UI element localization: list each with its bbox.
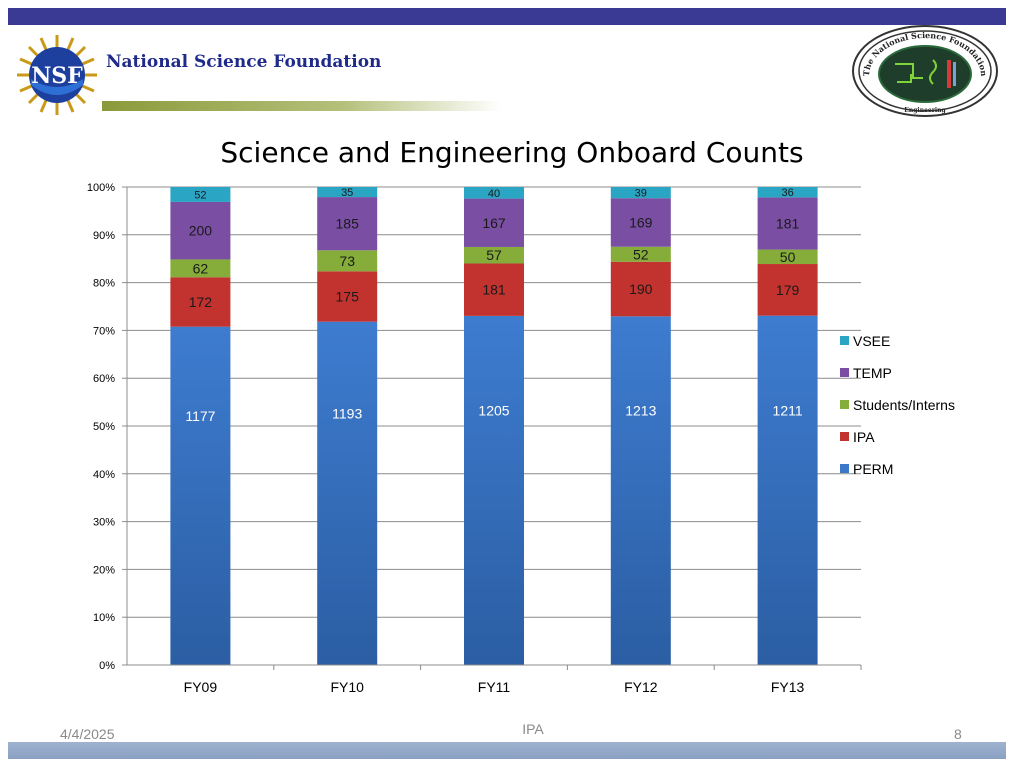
data-label: 57 xyxy=(486,247,502,263)
data-label: 52 xyxy=(194,189,206,201)
data-label: 52 xyxy=(633,246,649,262)
bar-segment-vsee xyxy=(757,187,818,198)
chart-title: Science and Engineering Onboard Counts xyxy=(220,136,804,169)
data-label: 190 xyxy=(629,281,653,297)
bar-segment-vsee xyxy=(170,187,231,202)
y-tick-label: 20% xyxy=(93,564,115,576)
legend-swatch xyxy=(840,368,849,377)
data-label: 169 xyxy=(629,214,653,230)
data-label: 1193 xyxy=(332,405,362,421)
legend-swatch xyxy=(840,336,849,345)
bar-segment-perm xyxy=(170,326,231,665)
data-label: 167 xyxy=(482,215,506,231)
bar-segment-ipa xyxy=(170,277,231,327)
footer-date: 4/4/2025 xyxy=(60,726,115,742)
x-tick-label: FY13 xyxy=(771,679,805,695)
legend-label: IPA xyxy=(853,429,875,445)
legend-swatch xyxy=(840,400,849,409)
y-tick-label: 40% xyxy=(93,469,115,481)
y-tick-label: 80% xyxy=(93,278,115,290)
y-tick-label: 60% xyxy=(93,373,115,385)
data-label: 39 xyxy=(635,188,647,200)
bar-segment-vsee xyxy=(317,187,378,198)
bar-segment-perm xyxy=(464,315,524,665)
legend-label: Students/Interns xyxy=(853,397,955,413)
y-tick-label: 70% xyxy=(93,325,115,337)
y-tick-label: 10% xyxy=(93,612,115,624)
bar-segment-ipa xyxy=(464,263,524,316)
y-tick-label: 100% xyxy=(87,182,115,194)
bar-segment-perm xyxy=(317,321,378,665)
y-tick-label: 90% xyxy=(93,230,115,242)
x-tick-label: FY10 xyxy=(330,679,364,695)
data-label: 73 xyxy=(339,253,355,269)
bar-segment-ipa xyxy=(610,261,671,317)
legend-swatch xyxy=(840,464,849,473)
page-number: 8 xyxy=(954,726,962,742)
bar-segment-temp xyxy=(757,197,818,250)
data-label: 185 xyxy=(336,216,360,232)
data-label: 179 xyxy=(776,282,800,298)
data-label: 35 xyxy=(341,187,353,199)
top-banner xyxy=(8,8,1006,25)
bar-segment-students-interns xyxy=(464,246,524,264)
y-tick-label: 30% xyxy=(93,517,115,529)
bar-segment-vsee xyxy=(610,187,671,199)
data-label: 62 xyxy=(193,260,209,276)
data-label: 181 xyxy=(776,215,800,231)
bar-segment-vsee xyxy=(464,187,524,199)
org-name: National Science Foundation xyxy=(106,52,382,72)
engineering-seal-icon: The National Science Foundation Engineer… xyxy=(852,25,998,117)
bar-segment-students-interns xyxy=(610,246,671,262)
bar-segment-temp xyxy=(317,197,378,251)
seal-subtext: Engineering xyxy=(904,107,946,114)
bar-segment-temp xyxy=(610,198,671,247)
legend-label: PERM xyxy=(853,461,893,477)
data-label: 1177 xyxy=(185,408,215,424)
legend-label: VSEE xyxy=(853,333,890,349)
x-tick-label: FY12 xyxy=(624,679,658,695)
header-divider xyxy=(102,101,502,111)
bar-segment-temp xyxy=(170,201,231,260)
bottom-banner xyxy=(8,742,1006,759)
data-label: 36 xyxy=(781,187,793,199)
legend-swatch xyxy=(840,432,849,441)
data-label: 1205 xyxy=(478,402,509,418)
nsf-logo-text: NSF xyxy=(31,63,83,89)
bar-segment-students-interns xyxy=(757,249,818,265)
bar-segment-ipa xyxy=(757,264,818,316)
data-label: 1213 xyxy=(625,403,656,419)
data-label: 175 xyxy=(336,288,360,304)
bar-segment-temp xyxy=(464,198,524,247)
bar-segment-perm xyxy=(757,315,818,665)
data-label: 172 xyxy=(189,294,213,310)
data-label: 50 xyxy=(780,249,796,265)
bar-segment-ipa xyxy=(317,271,378,322)
data-label: 40 xyxy=(488,188,500,200)
x-tick-label: FY11 xyxy=(478,679,511,695)
y-tick-label: 50% xyxy=(93,421,115,433)
y-tick-label: 0% xyxy=(99,660,115,672)
data-label: 200 xyxy=(189,223,213,239)
data-label: 181 xyxy=(482,282,506,298)
data-label: 1211 xyxy=(773,402,803,418)
bar-segment-students-interns xyxy=(170,259,231,278)
bar-segment-students-interns xyxy=(317,250,378,272)
nsf-logo-icon: NSF xyxy=(17,35,97,115)
bar-segment-perm xyxy=(610,316,671,665)
legend-label: TEMP xyxy=(853,365,892,381)
footer-center-text: IPA xyxy=(522,721,544,737)
x-tick-label: FY09 xyxy=(184,679,218,695)
